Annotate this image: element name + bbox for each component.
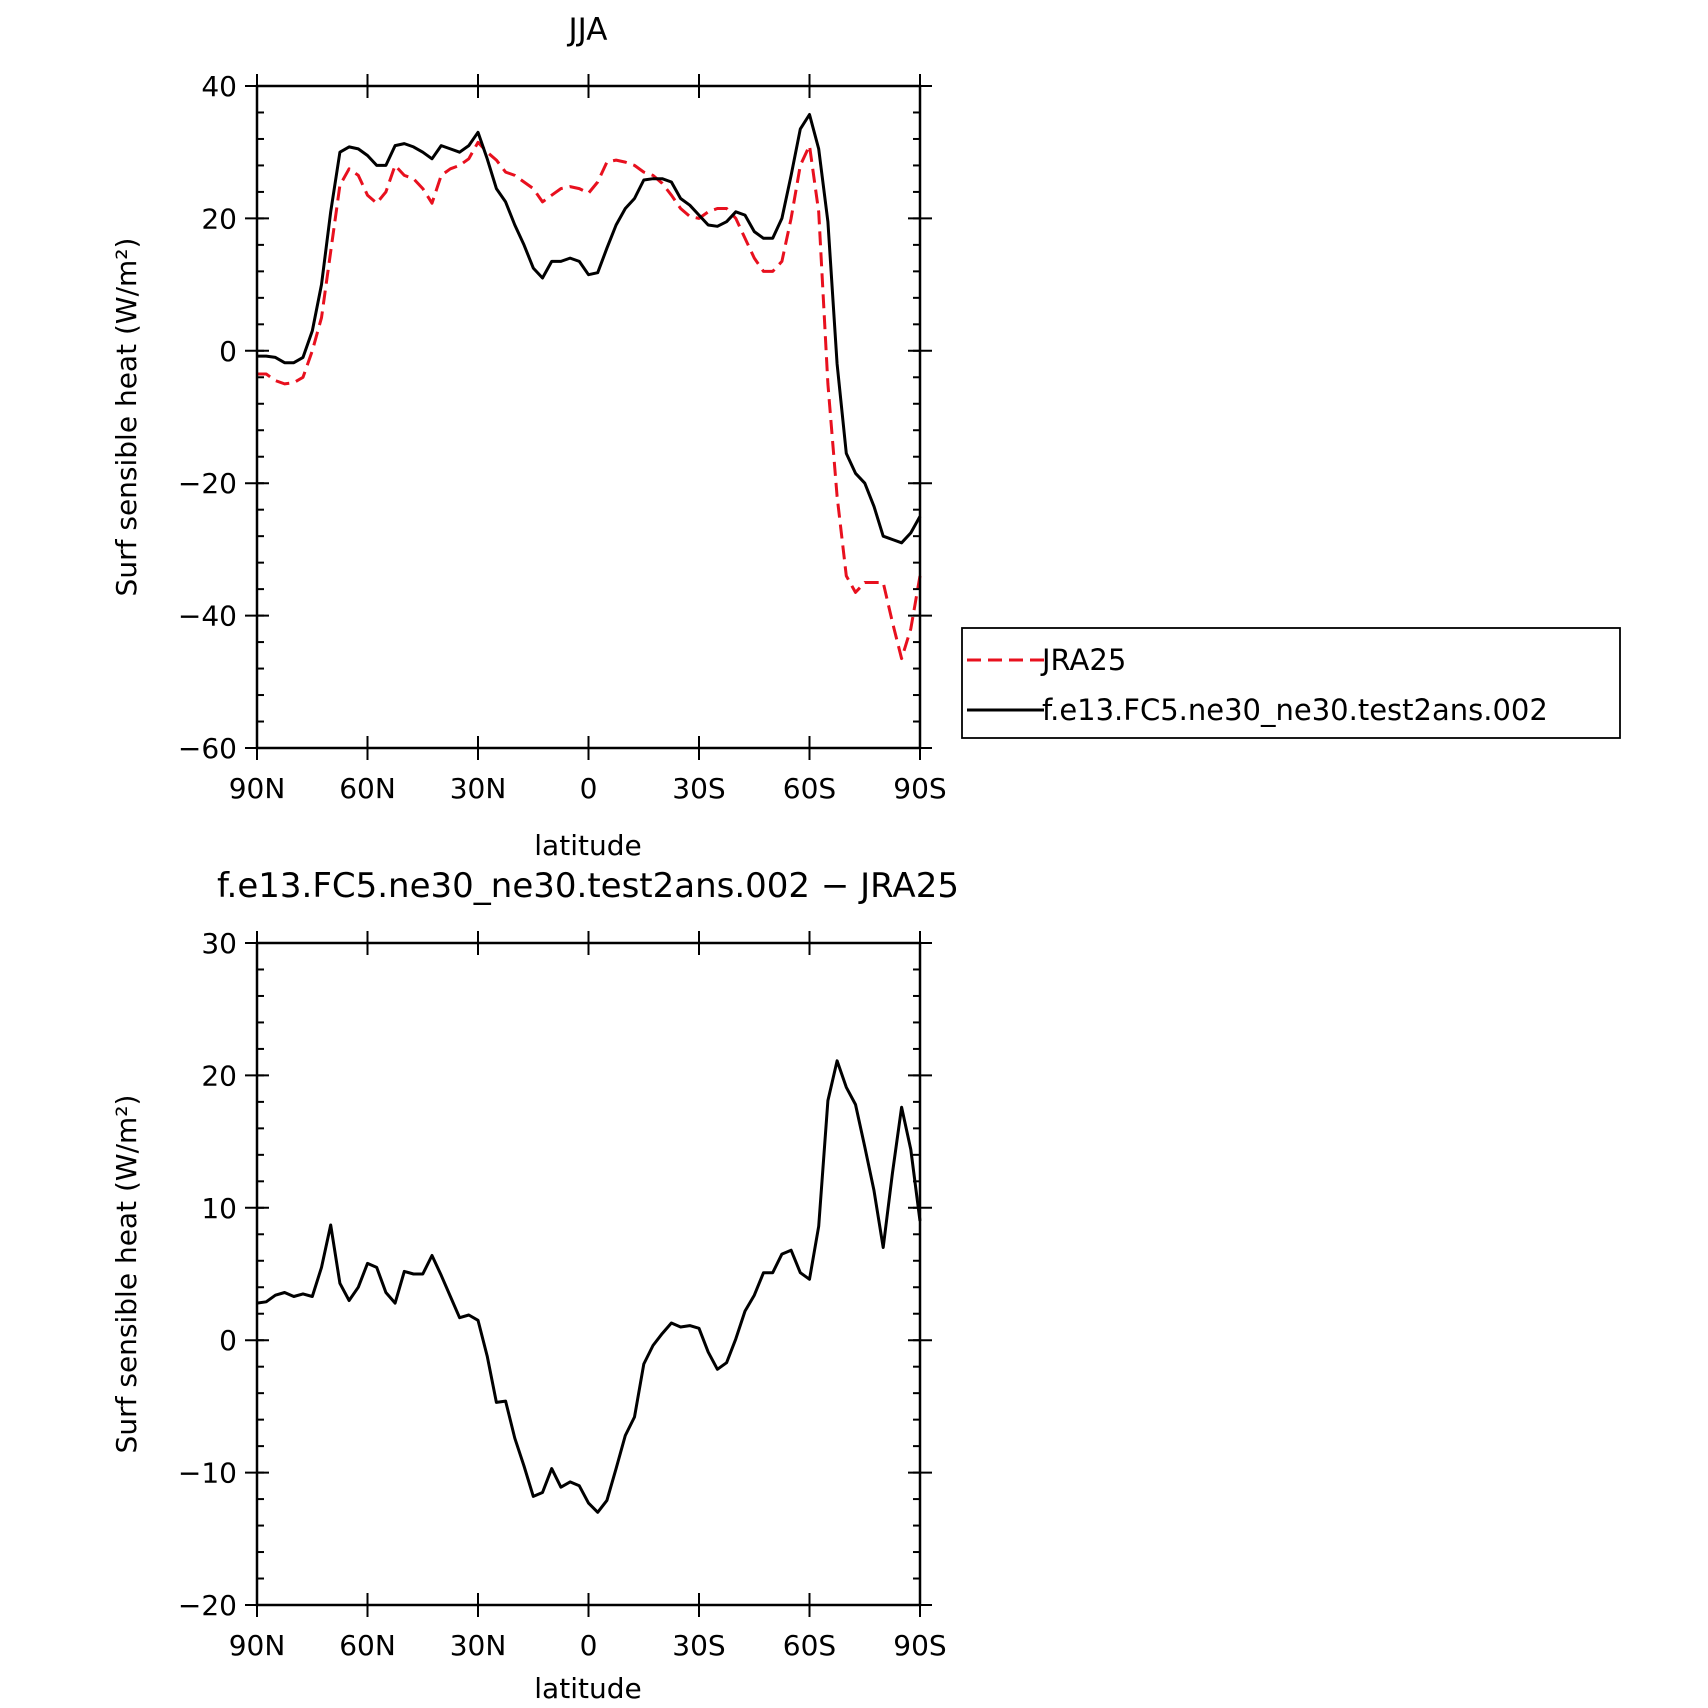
y-tick-label: 10 — [201, 1192, 237, 1225]
y-axis-label: Surf sensible heat (W/m²) — [110, 1095, 143, 1454]
y-tick-label: 30 — [201, 927, 237, 960]
y-tick-label: 40 — [201, 70, 237, 103]
y-tick-label: −20 — [178, 467, 237, 500]
x-axis-label: latitude — [534, 1672, 641, 1705]
y-tick-label: −20 — [178, 1589, 237, 1622]
y-tick-label: 0 — [219, 335, 237, 368]
x-tick-label: 30S — [672, 1629, 725, 1662]
x-tick-label: 60N — [339, 1629, 396, 1662]
bottom-panel: f.e13.FC5.ne30_ne30.test2ans.002 − JRA25… — [110, 866, 959, 1705]
x-tick-label: 0 — [580, 1629, 598, 1662]
x-tick-label: 0 — [580, 772, 598, 805]
y-tick-label: −40 — [178, 600, 237, 633]
x-tick-label: 30N — [450, 1629, 507, 1662]
legend: JRA25 f.e13.FC5.ne30_ne30.test2ans.002 — [961, 627, 1621, 739]
y-tick-label: 0 — [219, 1324, 237, 1357]
y-tick-label: 20 — [201, 1059, 237, 1092]
y-tick-label: −10 — [178, 1457, 237, 1490]
x-axis-label: latitude — [534, 829, 641, 862]
x-tick-label: 60N — [339, 772, 396, 805]
series-line-f-e13-fc5-ne30-ne30-test2ans-002 — [257, 113, 922, 545]
plot-frame — [255, 84, 922, 750]
legend-label-jra25: JRA25 — [1040, 643, 1126, 677]
x-tick-label: 30N — [450, 772, 507, 805]
x-tick-label: 90S — [893, 772, 946, 805]
series-line-difference — [256, 1059, 922, 1514]
x-tick-label: 60S — [783, 772, 836, 805]
top-panel: JJA −60 −40 −20 0 20 40 90N 60N 30N 0 30S 60S 90S la… — [110, 12, 947, 862]
y-axis-label: Surf sensible heat (W/m²) — [110, 238, 143, 597]
x-tick-label: 90N — [229, 772, 286, 805]
legend-label-model: f.e13.FC5.ne30_ne30.test2ans.002 — [1042, 693, 1548, 727]
x-tick-label: 30S — [672, 772, 725, 805]
x-tick-label: 90S — [893, 1629, 946, 1662]
x-tick-label: 90N — [229, 1629, 286, 1662]
series-line-jra25 — [257, 140, 922, 661]
y-tick-label: 20 — [201, 202, 237, 235]
x-tick-label: 60S — [783, 1629, 836, 1662]
panel-title: f.e13.FC5.ne30_ne30.test2ans.002 − JRA25 — [217, 866, 959, 906]
y-tick-label: −60 — [178, 732, 237, 765]
panel-title: JJA — [567, 12, 608, 48]
legend-frame — [961, 627, 1621, 739]
plot-frame — [255, 941, 922, 1607]
